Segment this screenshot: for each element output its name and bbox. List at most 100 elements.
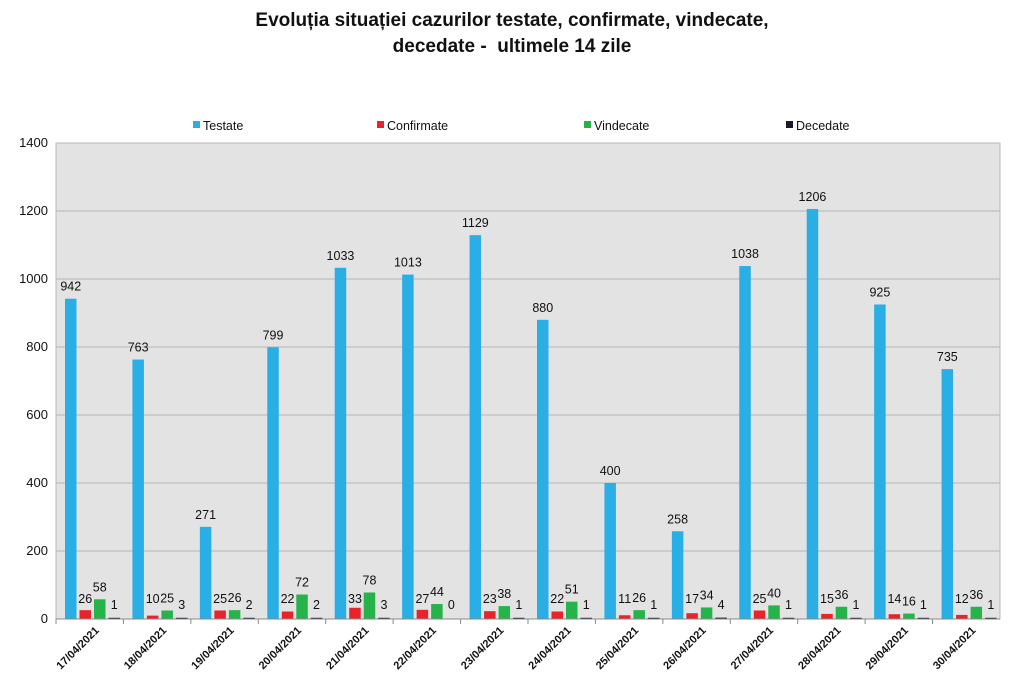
data-label-decedate: 1 [852,598,859,612]
bar-vindecate [903,613,915,619]
bar-decedate [715,617,727,619]
bar-confirmate [214,610,226,619]
data-label-testate: 1206 [799,190,827,204]
data-label-vindecate: 36 [835,588,849,602]
bar-confirmate [79,610,91,619]
data-label-confirmate: 23 [483,592,497,606]
data-label-vindecate: 78 [363,573,377,587]
bar-testate [267,347,279,619]
y-tick-label: 200 [26,543,48,558]
data-label-confirmate: 27 [415,592,429,606]
data-label-testate: 942 [60,280,81,294]
data-label-confirmate: 17 [685,592,699,606]
x-tick-label: 17/04/2021 [54,625,101,672]
x-tick-label: 20/04/2021 [257,625,304,672]
y-tick-label: 1400 [19,135,48,150]
legend-label-vindecate: Vindecate [594,119,649,133]
data-label-decedate: 1 [987,598,994,612]
bar-confirmate [618,615,631,619]
data-label-vindecate: 51 [565,583,579,597]
data-label-testate: 1038 [731,247,759,261]
bar-vindecate [633,610,645,619]
bar-decedate [310,617,323,619]
data-label-vindecate: 38 [497,587,511,601]
data-label-decedate: 1 [920,598,927,612]
bar-testate [65,298,77,619]
data-label-testate: 271 [195,508,216,522]
legend-label-confirmate: Confirmate [387,119,448,133]
data-label-testate: 1129 [462,216,489,230]
y-tick-label: 800 [26,339,48,354]
bar-decedate [647,617,660,619]
x-tick-label: 21/04/2021 [324,625,371,672]
grid-lines [56,210,1000,552]
data-label-vindecate: 34 [700,588,714,602]
bar-testate [334,267,347,619]
data-label-testate: 880 [532,301,553,315]
bar-vindecate [431,604,443,619]
data-label-confirmate: 14 [887,592,901,606]
bar-testate [537,319,549,619]
bar-confirmate [956,614,968,619]
x-tick-label: 18/04/2021 [122,625,169,672]
legend-swatch-decedate [786,121,793,128]
legend-swatch-testate [193,121,200,128]
bar-testate [199,526,212,619]
bar-vindecate [835,606,848,619]
data-label-vindecate: 72 [295,576,309,590]
bar-decedate [513,617,525,619]
y-tick-label: 0 [41,611,48,626]
legend-swatch-vindecate [584,121,591,128]
bar-decedate [985,617,997,619]
data-label-confirmate: 33 [348,592,362,606]
bar-decedate [850,617,862,619]
bar-vindecate [768,605,780,619]
bar-vindecate [94,599,106,619]
data-label-vindecate: 58 [93,580,107,594]
data-label-decedate: 3 [178,598,185,612]
data-label-vindecate: 44 [430,585,444,599]
bar-decedate [782,617,795,619]
data-label-decedate: 4 [718,598,725,612]
data-label-vindecate: 26 [632,591,646,605]
bar-vindecate [498,606,511,619]
bar-confirmate [753,610,766,619]
bar-vindecate [296,594,308,619]
x-tick-label: 26/04/2021 [661,625,708,672]
x-tick-label: 23/04/2021 [459,625,506,672]
x-tick-label: 22/04/2021 [392,625,439,672]
x-tick-label: 24/04/2021 [526,625,573,672]
x-tick-label: 29/04/2021 [864,625,911,672]
legend-label-testate: Testate [203,119,243,133]
chart-title-line-1: Evoluția situației cazurilor testate, co… [255,10,769,31]
plot-background [55,142,1001,620]
bar-confirmate [484,611,496,619]
data-label-confirmate: 26 [78,592,92,606]
data-label-decedate: 2 [313,598,320,612]
x-tick-label: 30/04/2021 [931,625,978,672]
bar-confirmate [821,613,833,619]
data-label-testate: 1033 [327,249,355,263]
bar-decedate [378,617,390,619]
y-tick-label: 1000 [19,271,48,286]
y-axis-ticks: 0 200 400 600 800 1000 1200 1400 [19,135,48,626]
data-label-decedate: 0 [448,598,455,612]
y-tick-label: 600 [26,407,48,422]
data-label-vindecate: 25 [160,592,174,606]
data-label-confirmate: 22 [550,592,564,606]
data-label-confirmate: 11 [618,592,631,606]
bar-testate [132,359,144,619]
bar-decedate [175,617,188,619]
data-label-vindecate: 40 [767,586,781,600]
bar-confirmate [686,613,698,619]
bar-testate [941,369,954,619]
data-label-testate: 799 [263,328,284,342]
bar-confirmate [416,609,429,619]
bar-confirmate [281,611,294,619]
bar-confirmate [146,615,159,619]
data-label-testate: 400 [600,464,621,478]
bar-testate [874,304,886,619]
data-label-decedate: 2 [246,598,253,612]
data-label-confirmate: 25 [213,592,227,606]
